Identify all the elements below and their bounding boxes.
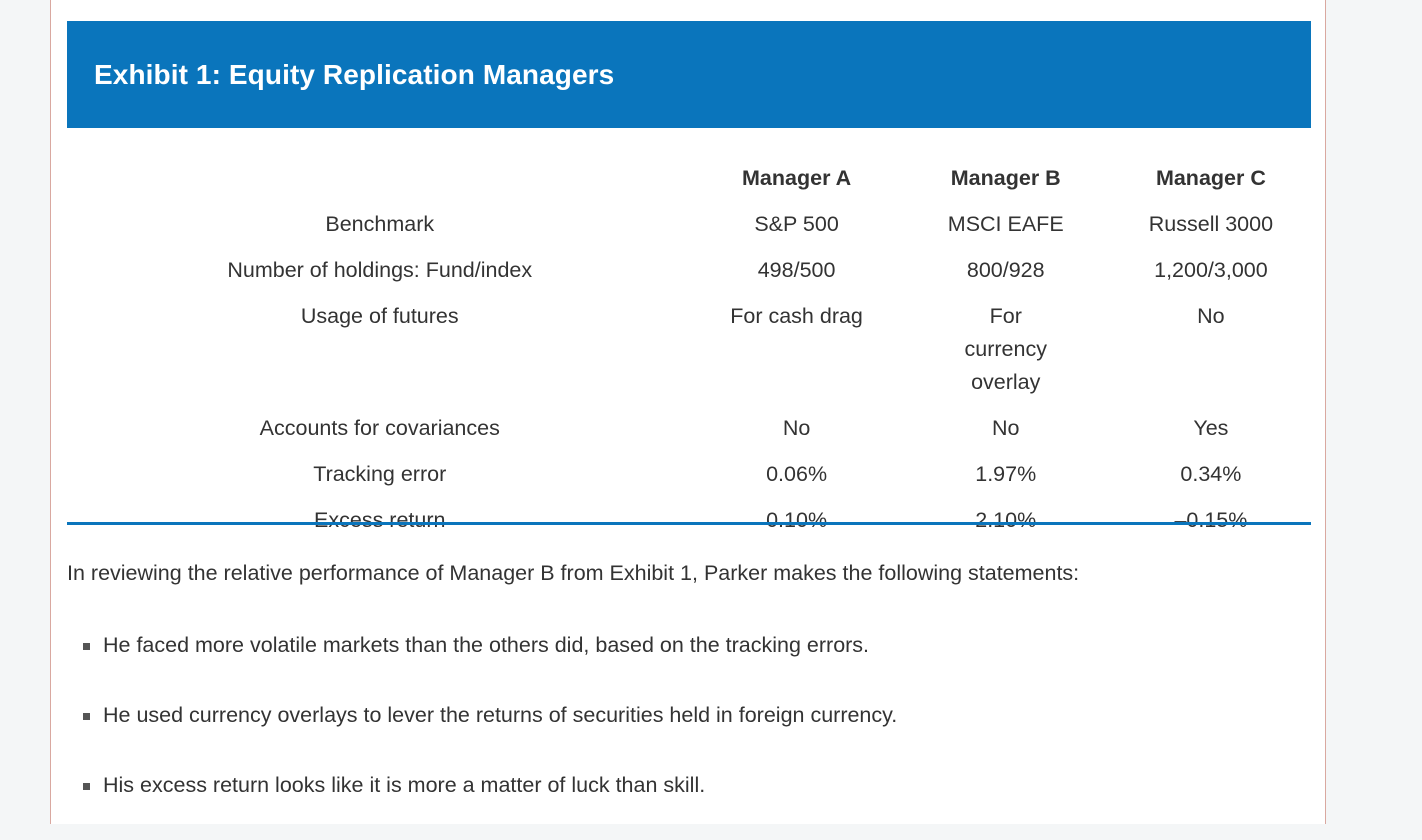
list-item: His excess return looks like it is more … bbox=[67, 770, 897, 840]
document-page: Exhibit 1: Equity Replication Managers M… bbox=[50, 0, 1326, 824]
cell-manager-b: For currency overlay bbox=[964, 304, 1047, 394]
row-label: Excess return bbox=[314, 508, 446, 532]
row-label: Benchmark bbox=[325, 212, 435, 236]
table-row: Excess return 0.10% 2.10% –0.15% bbox=[67, 498, 1311, 544]
cell-manager-c: No bbox=[1197, 304, 1225, 328]
cell-manager-a: 0.06% bbox=[766, 462, 828, 486]
list-item: He used currency overlays to lever the r… bbox=[67, 700, 897, 770]
row-label: Accounts for covariances bbox=[259, 416, 500, 440]
bullet-icon bbox=[83, 713, 90, 720]
statement-text: His excess return looks like it is more … bbox=[103, 773, 706, 797]
statements-list: He faced more volatile markets than the … bbox=[67, 630, 897, 840]
intro-paragraph: In reviewing the relative performance of… bbox=[67, 561, 1080, 585]
cell-manager-a: For cash drag bbox=[730, 304, 863, 328]
cell-manager-b: 800/928 bbox=[966, 258, 1045, 282]
column-header-manager-b: Manager B bbox=[950, 166, 1061, 190]
cell-manager-c: Yes bbox=[1193, 416, 1229, 440]
cell-manager-c: 0.34% bbox=[1180, 462, 1242, 486]
cell-manager-c: Russell 3000 bbox=[1148, 212, 1274, 236]
row-label: Tracking error bbox=[313, 462, 447, 486]
table-row: Tracking error 0.06% 1.97% 0.34% bbox=[67, 452, 1311, 498]
cell-manager-b: 2.10% bbox=[975, 508, 1037, 532]
row-label: Usage of futures bbox=[300, 304, 459, 328]
table-row: Accounts for covariances No No Yes bbox=[67, 406, 1311, 452]
table-row: Number of holdings: Fund/index 498/500 8… bbox=[67, 248, 1311, 294]
cell-manager-a: S&P 500 bbox=[754, 212, 839, 236]
column-header-blank bbox=[67, 158, 693, 202]
column-header-manager-c: Manager C bbox=[1155, 166, 1266, 190]
table-header-row: Manager A Manager B Manager C bbox=[67, 158, 1311, 202]
exhibit-title: Exhibit 1: Equity Replication Managers bbox=[94, 58, 615, 90]
exhibit-header: Exhibit 1: Equity Replication Managers bbox=[67, 21, 1311, 128]
cell-manager-b: No bbox=[991, 416, 1020, 440]
statement-text: He used currency overlays to lever the r… bbox=[103, 703, 898, 727]
cell-manager-c: –0.15% bbox=[1174, 508, 1248, 532]
table-row: Benchmark S&P 500 MSCI EAFE Russell 3000 bbox=[67, 202, 1311, 248]
row-label: Number of holdings: Fund/index bbox=[227, 258, 533, 282]
cell-manager-a: No bbox=[782, 416, 811, 440]
cell-manager-c: 1,200/3,000 bbox=[1154, 258, 1268, 282]
cell-manager-a: 498/500 bbox=[757, 258, 836, 282]
statement-text: He faced more volatile markets than the … bbox=[103, 633, 870, 657]
column-header-manager-a: Manager A bbox=[742, 166, 852, 190]
cell-manager-a: 0.10% bbox=[766, 508, 828, 532]
cell-manager-b: 1.97% bbox=[975, 462, 1037, 486]
bullet-icon bbox=[83, 643, 90, 650]
bullet-icon bbox=[83, 783, 90, 790]
exhibit-table: Manager A Manager B Manager C Benchmark … bbox=[67, 158, 1311, 544]
table-bottom-rule bbox=[67, 522, 1311, 525]
list-item: He faced more volatile markets than the … bbox=[67, 630, 897, 700]
cell-manager-b: MSCI EAFE bbox=[947, 212, 1064, 236]
table-row: Usage of futures For cash drag For curre… bbox=[67, 294, 1311, 406]
